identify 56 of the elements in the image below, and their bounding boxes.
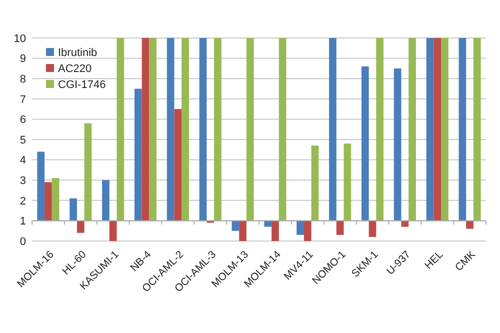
bar bbox=[239, 220, 246, 241]
bar bbox=[44, 182, 52, 221]
bar bbox=[441, 38, 448, 221]
bar bbox=[361, 66, 369, 221]
y-tick-label: 8 bbox=[20, 73, 26, 86]
bar bbox=[142, 38, 150, 221]
bar bbox=[84, 123, 92, 221]
bar bbox=[458, 38, 466, 221]
bar bbox=[166, 38, 174, 221]
y-tick-label: 1 bbox=[20, 216, 26, 228]
bar bbox=[401, 220, 409, 227]
bar bbox=[264, 220, 272, 227]
bar bbox=[336, 220, 344, 235]
bar bbox=[70, 198, 77, 221]
x-tick-label: HEL bbox=[422, 248, 446, 272]
bar bbox=[182, 38, 189, 221]
bar bbox=[149, 38, 157, 221]
bar bbox=[174, 109, 182, 221]
bar bbox=[434, 38, 442, 221]
y-tick-label: 2 bbox=[20, 195, 26, 208]
bar bbox=[134, 88, 142, 221]
bar bbox=[376, 38, 384, 221]
bar bbox=[466, 220, 474, 229]
y-tick-label: 0 bbox=[20, 236, 26, 248]
bar bbox=[394, 68, 402, 221]
y-tick-label: 9 bbox=[20, 53, 26, 66]
y-tick-label: 6 bbox=[20, 114, 26, 126]
bar bbox=[304, 220, 312, 241]
bar bbox=[116, 38, 124, 221]
y-tick-label: 4 bbox=[20, 154, 26, 167]
bar bbox=[329, 38, 336, 221]
bar bbox=[214, 38, 222, 221]
bar bbox=[473, 38, 481, 221]
y-tick-label: 10 bbox=[14, 32, 26, 45]
y-tick-label: 7 bbox=[20, 94, 26, 106]
bar bbox=[246, 38, 254, 221]
bar bbox=[76, 220, 84, 233]
legend-label: CGI-1746 bbox=[58, 78, 106, 91]
legend-label: AC220 bbox=[58, 62, 92, 75]
bar bbox=[426, 38, 434, 221]
y-tick-label: 5 bbox=[20, 134, 26, 146]
bar bbox=[102, 180, 110, 221]
bar bbox=[278, 38, 286, 221]
bar bbox=[109, 220, 117, 241]
bar bbox=[52, 178, 60, 221]
bar bbox=[37, 152, 45, 221]
bar bbox=[344, 144, 352, 221]
bar bbox=[408, 38, 416, 221]
bar bbox=[296, 220, 304, 235]
legend-label: Ibrutinib bbox=[58, 46, 98, 59]
bar bbox=[311, 146, 319, 221]
y-tick-label: 3 bbox=[20, 174, 26, 187]
bar bbox=[368, 220, 376, 237]
bar bbox=[199, 38, 207, 221]
bar bbox=[232, 220, 240, 231]
bar bbox=[272, 220, 279, 241]
